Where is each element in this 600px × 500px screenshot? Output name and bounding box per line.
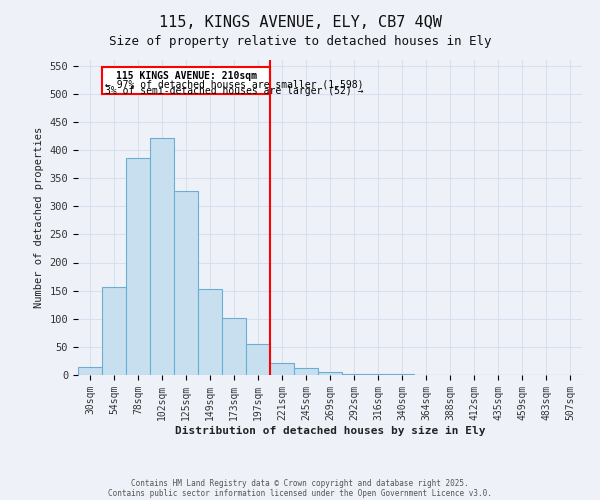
Bar <box>174 190 198 375</box>
X-axis label: Distribution of detached houses by size in Ely: Distribution of detached houses by size … <box>175 426 485 436</box>
Bar <box>246 344 270 375</box>
FancyBboxPatch shape <box>103 66 269 94</box>
Bar <box>198 289 222 375</box>
Bar <box>366 374 390 375</box>
Text: ← 97% of detached houses are smaller (1,598): ← 97% of detached houses are smaller (1,… <box>105 79 364 89</box>
Bar <box>294 368 318 375</box>
Bar <box>102 286 126 375</box>
Text: 3% of semi-detached houses are larger (52) →: 3% of semi-detached houses are larger (5… <box>105 86 364 97</box>
Bar <box>390 374 414 375</box>
Y-axis label: Number of detached properties: Number of detached properties <box>34 127 44 308</box>
Bar <box>318 372 342 375</box>
Text: Contains public sector information licensed under the Open Government Licence v3: Contains public sector information licen… <box>108 488 492 498</box>
Bar <box>150 138 174 375</box>
Bar <box>126 158 150 375</box>
Bar <box>222 318 246 375</box>
Bar <box>78 366 102 375</box>
Text: 115, KINGS AVENUE, ELY, CB7 4QW: 115, KINGS AVENUE, ELY, CB7 4QW <box>158 15 442 30</box>
Text: 115 KINGS AVENUE: 210sqm: 115 KINGS AVENUE: 210sqm <box>115 71 257 81</box>
Text: Size of property relative to detached houses in Ely: Size of property relative to detached ho… <box>109 35 491 48</box>
Bar <box>270 362 294 375</box>
Bar <box>342 374 366 375</box>
Text: Contains HM Land Registry data © Crown copyright and database right 2025.: Contains HM Land Registry data © Crown c… <box>131 478 469 488</box>
